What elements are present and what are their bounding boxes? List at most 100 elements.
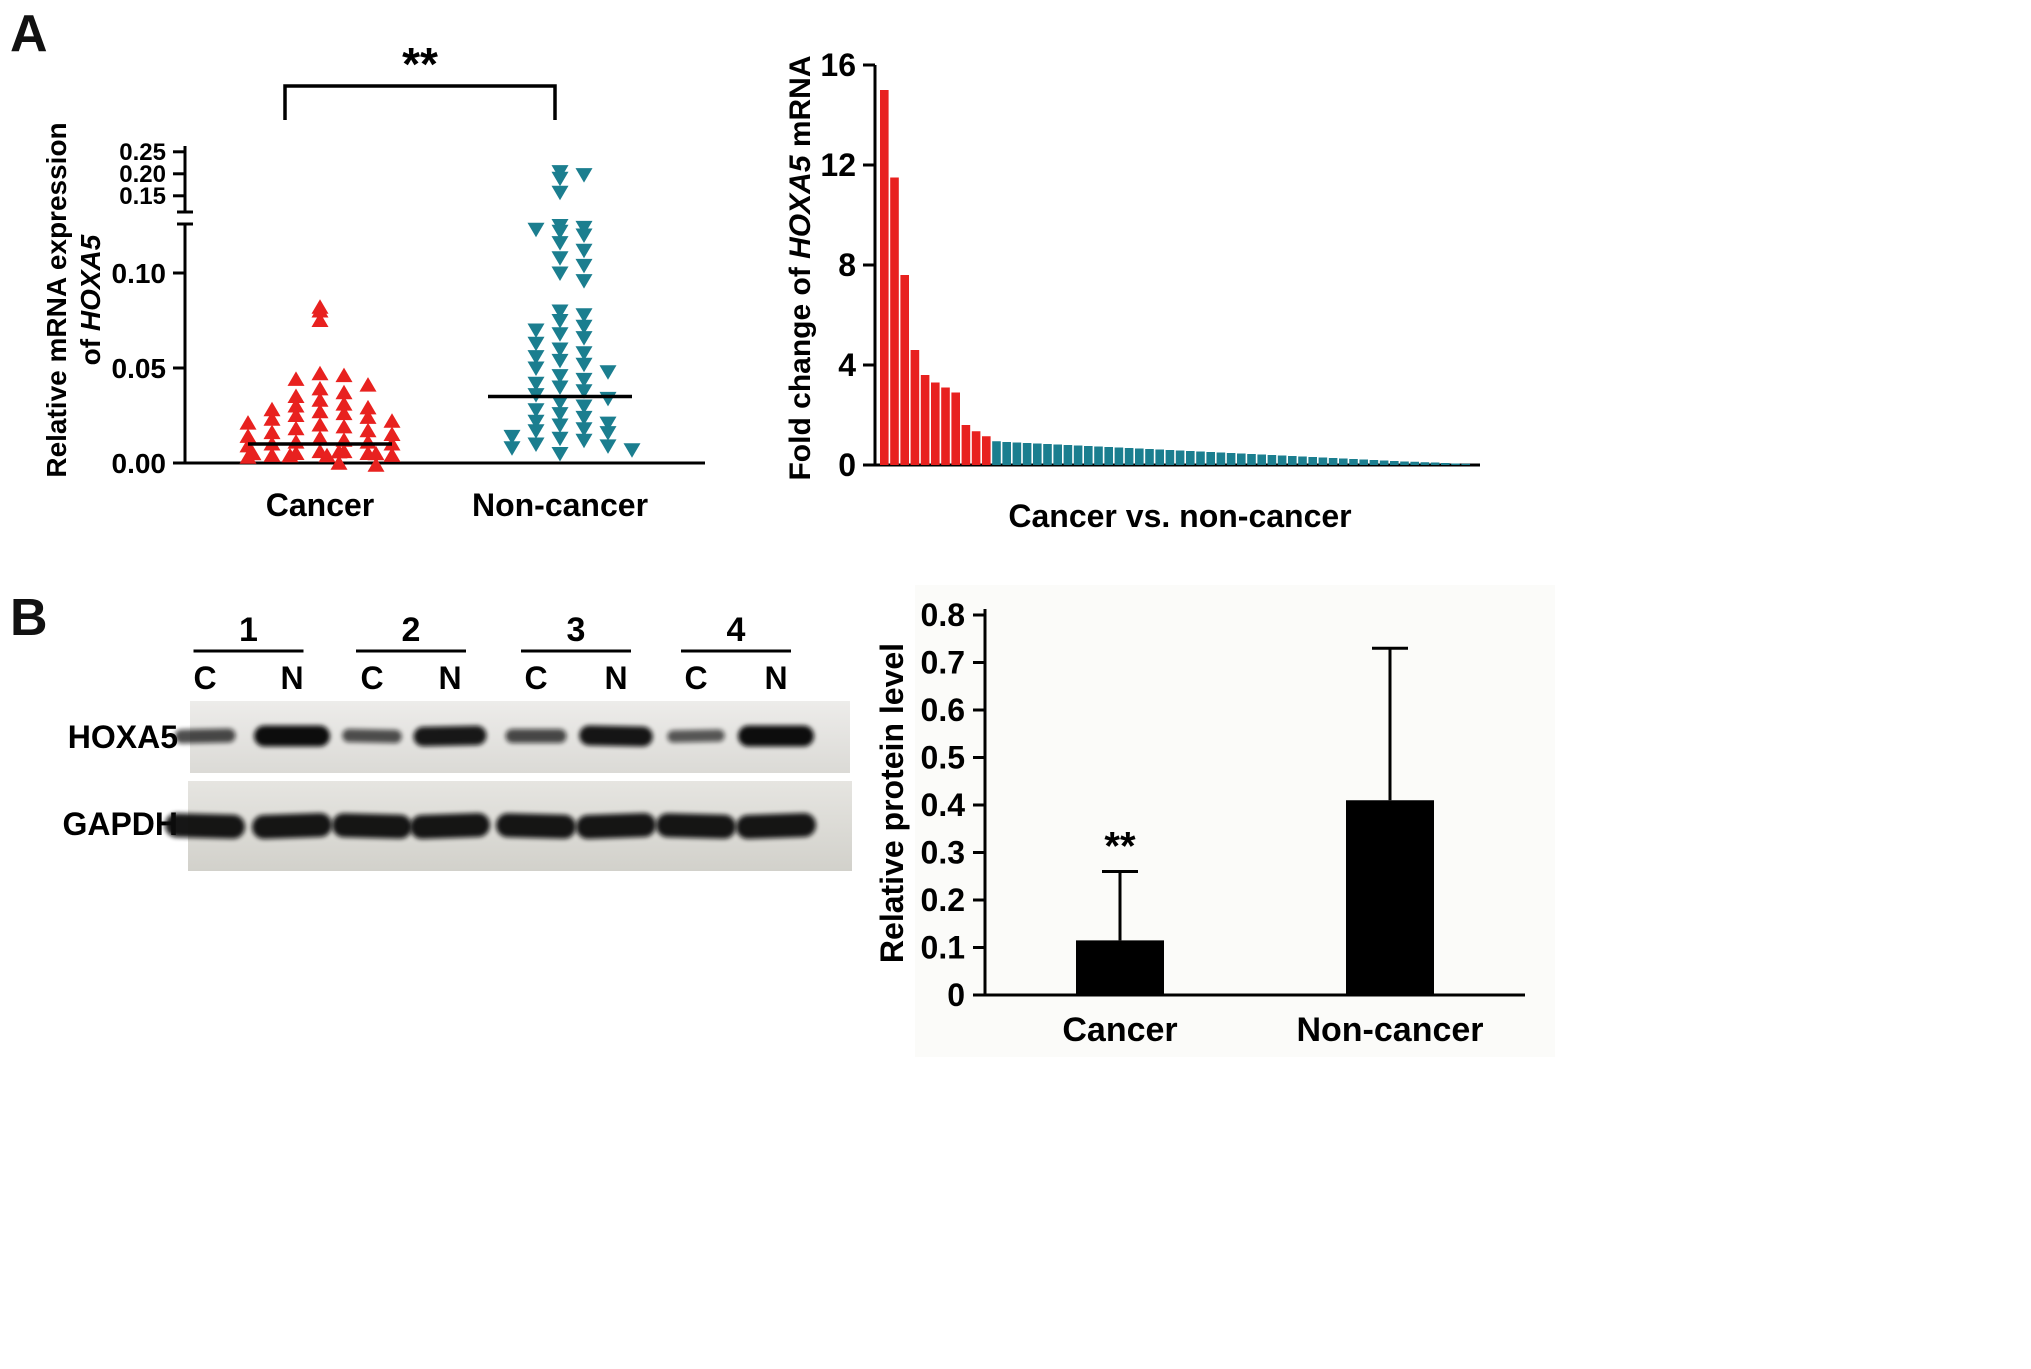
data-point xyxy=(575,258,593,274)
data-point xyxy=(527,403,545,418)
y-axis-label: Relative protein level xyxy=(874,643,910,963)
data-point xyxy=(575,357,593,373)
protein-bar-svg: 0 0.1 0.2 0.3 0.4 0.5 0.6 0.7 0.8 Relative protei… xyxy=(874,585,1555,1057)
bar xyxy=(982,436,991,465)
data-point xyxy=(359,409,377,424)
gapdh-band xyxy=(576,813,656,839)
bar xyxy=(1257,454,1266,465)
gapdh-band xyxy=(165,813,245,839)
data-point xyxy=(575,346,593,361)
mrna-scatter-svg: 0.00 0.05 0.10 0.150.200.25 Relative mRNA ex… xyxy=(41,38,705,523)
y-axis-label-line2: of HOXA5 xyxy=(75,234,106,365)
data-point xyxy=(551,395,569,411)
data-point xyxy=(599,439,617,454)
data-point xyxy=(575,243,593,259)
bar xyxy=(1206,452,1215,465)
bar xyxy=(1441,463,1450,465)
data-point xyxy=(311,417,329,432)
data-point xyxy=(359,445,377,460)
data-point xyxy=(383,426,401,441)
bar xyxy=(1175,450,1185,465)
bar xyxy=(1135,448,1144,465)
western-blot-image: 1 2 3 4 C N C N C N C N HOXA5 GAPDH xyxy=(20,605,860,900)
data-point xyxy=(359,422,377,438)
bar xyxy=(1349,459,1358,465)
bar xyxy=(1094,446,1103,465)
data-point xyxy=(287,407,305,422)
data-point xyxy=(318,447,336,463)
data-point xyxy=(311,380,329,396)
data-point xyxy=(551,369,569,384)
gapdh-band xyxy=(496,813,576,839)
significance-bracket xyxy=(283,84,557,120)
data-point xyxy=(311,430,329,445)
bar xyxy=(1145,449,1154,465)
bar xyxy=(1196,451,1205,465)
data-point xyxy=(551,407,569,422)
data-point xyxy=(551,314,569,329)
bar xyxy=(1124,448,1134,465)
protein-axes xyxy=(973,609,1525,997)
data-point xyxy=(599,391,617,407)
bar xyxy=(1104,447,1113,465)
gapdh-band xyxy=(410,813,490,839)
bar xyxy=(1226,453,1236,465)
bar xyxy=(920,375,930,465)
data-point xyxy=(551,304,569,319)
data-point xyxy=(239,428,257,443)
scatter-axes xyxy=(173,146,705,465)
bar xyxy=(1012,442,1022,465)
data-point xyxy=(239,415,257,430)
data-point xyxy=(263,401,281,417)
lane-label: N xyxy=(604,660,627,696)
data-point xyxy=(359,377,377,392)
data-point xyxy=(551,418,569,433)
y-tick-label: 0.00 xyxy=(112,448,167,479)
data-point xyxy=(599,416,617,432)
gapdh-band xyxy=(656,813,736,839)
pair-number-label: 1 xyxy=(239,611,258,649)
bar xyxy=(1216,452,1226,465)
data-point xyxy=(575,274,593,289)
gapdh-band xyxy=(736,813,816,839)
bar xyxy=(961,425,971,465)
data-point xyxy=(311,303,329,318)
bar xyxy=(1043,444,1052,465)
data-point xyxy=(263,424,281,440)
bar xyxy=(1022,443,1032,465)
bar xyxy=(1410,461,1419,465)
gapdh-band xyxy=(332,813,412,839)
data-point xyxy=(287,398,305,413)
bar xyxy=(1288,456,1297,465)
bar xyxy=(931,382,940,465)
swarm-cancer xyxy=(239,299,401,472)
bar xyxy=(1277,455,1287,465)
y-tick-label: 0.1 xyxy=(921,930,965,966)
data-point xyxy=(575,372,593,388)
data-point xyxy=(263,447,281,462)
data-point xyxy=(287,388,305,403)
bar xyxy=(1165,450,1175,465)
data-point xyxy=(575,410,593,426)
blot-row-label-gapdh: GAPDH xyxy=(62,806,178,842)
data-point xyxy=(263,411,281,426)
data-point xyxy=(575,422,593,437)
bar xyxy=(1084,446,1093,465)
y-axis-label-line1: Relative mRNA expression xyxy=(41,122,72,477)
data-point xyxy=(551,353,569,369)
y-tick-label: 0.6 xyxy=(921,692,965,728)
y-tick-label: 0.5 xyxy=(921,740,965,776)
data-point xyxy=(383,447,401,462)
data-point xyxy=(287,445,305,460)
y-tick-label: 0.25 xyxy=(119,139,166,166)
data-point xyxy=(311,312,329,327)
data-point xyxy=(551,251,569,266)
data-point xyxy=(575,220,593,236)
bar xyxy=(1186,451,1195,465)
y-tick-label: 0.10 xyxy=(112,258,167,289)
bar xyxy=(1328,458,1338,465)
data-point xyxy=(335,443,353,459)
